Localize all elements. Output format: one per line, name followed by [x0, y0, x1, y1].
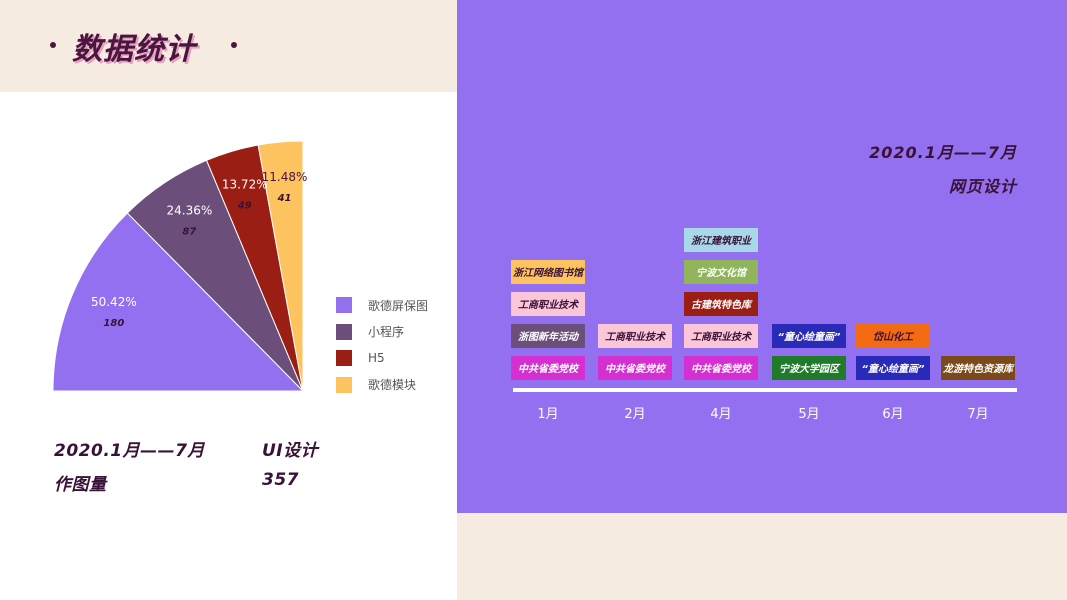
project-tag-label: 中共省委党校 — [691, 363, 753, 375]
bottom-right-band — [457, 513, 1067, 600]
project-tag-label: 龙游特色资源库 — [942, 363, 1015, 375]
project-tag — [772, 356, 846, 380]
slice-percent-label: 11.48% — [262, 170, 308, 184]
slice-value-label: 41 — [277, 193, 292, 204]
project-tag — [511, 356, 585, 380]
project-tag-label: 宁波大学园区 — [779, 363, 841, 375]
legend-label: 小程序 — [368, 325, 405, 339]
project-tag-label: 中共省委党校 — [605, 363, 667, 375]
month-label: 5月 — [798, 407, 819, 422]
project-tag-label: 浙图新年活动 — [518, 331, 580, 343]
legend-item: 歌德模块 — [336, 376, 428, 394]
right-panel — [457, 0, 1067, 513]
left-period: 2020.1月——7月 — [54, 441, 205, 461]
page-title: 数据统计 — [72, 32, 196, 67]
project-tag-label: 工商职业技术 — [518, 299, 580, 311]
project-tag — [684, 356, 758, 380]
month-label: 4月 — [710, 407, 731, 422]
legend-label: H5 — [368, 351, 385, 365]
month-label: 7月 — [967, 407, 988, 422]
slice-value-label: 49 — [237, 200, 252, 211]
project-tag — [941, 356, 1015, 380]
pie-slice — [257, 140, 304, 392]
header-band — [0, 0, 457, 92]
count-value: 357 — [262, 470, 299, 490]
legend-item: H5 — [336, 349, 428, 367]
pie-chart: 50.42% 180 24.36% 87 13.72% 49 11.48% 41 — [52, 140, 308, 392]
legend-swatch — [336, 297, 352, 313]
project-tag-label: 浙江网络图书馆 — [513, 267, 585, 279]
pie-legend: 歌德屏保图 小程序 H5 歌德模块 — [336, 296, 428, 402]
project-tag — [598, 324, 672, 348]
title-dot-left — [50, 42, 56, 48]
legend-label: 歌德模块 — [368, 378, 417, 392]
slice-percent-label: 50.42% — [91, 295, 137, 309]
project-tag — [856, 324, 930, 348]
project-tag — [684, 324, 758, 348]
legend-swatch — [336, 350, 352, 366]
month-label: 2月 — [624, 407, 645, 422]
project-tag-label: 宁波文化馆 — [696, 267, 748, 279]
month-label: 1月 — [537, 407, 558, 422]
month-label: 6月 — [882, 407, 903, 422]
project-tag — [511, 260, 585, 284]
project-tag — [684, 292, 758, 316]
project-tag — [598, 356, 672, 380]
legend-label: 歌德屏保图 — [368, 298, 429, 313]
project-tag-label: 中共省委党校 — [518, 363, 580, 375]
project-tag — [856, 356, 930, 380]
project-tag — [684, 228, 758, 252]
right-period: 2020.1月——7月 — [869, 143, 1017, 162]
project-tag-label: 岱山化工 — [873, 331, 915, 343]
title-dot-right — [231, 42, 237, 48]
project-tag-label: 工商职业技术 — [691, 331, 753, 343]
project-tag-label: “童心绘童画” — [778, 331, 841, 343]
project-tag — [772, 324, 846, 348]
project-tag-label: “童心绘童画” — [862, 363, 925, 375]
project-tag-label: 古建筑特色库 — [691, 299, 753, 311]
project-tag — [684, 260, 758, 284]
project-tag — [511, 292, 585, 316]
project-tag — [511, 324, 585, 348]
pie-slice — [52, 212, 305, 392]
legend-swatch — [336, 376, 352, 393]
slice-percent-label: 13.72% — [222, 177, 268, 191]
legend-swatch — [336, 323, 352, 340]
timeline-axis — [513, 388, 1017, 392]
count-label: 作图量 — [54, 475, 107, 495]
legend-item: 小程序 — [336, 323, 428, 341]
left-category: UI设计 — [262, 441, 319, 461]
slice-value-label: 87 — [182, 226, 196, 237]
project-tag-label: 工商职业技术 — [605, 331, 667, 343]
project-tag-label: 浙江建筑职业 — [691, 235, 752, 247]
legend-item: 歌德屏保图 — [336, 296, 428, 314]
slice-value-label: 180 — [103, 318, 124, 329]
timeline-chart: 1月 2月 4月 5月 6月 7月中共省委党校浙图新年活动工商职业技术浙江网络图书馆中共省… — [511, 228, 1017, 422]
slice-percent-label: 24.36% — [167, 203, 213, 217]
right-category: 网页设计 — [948, 177, 1017, 196]
